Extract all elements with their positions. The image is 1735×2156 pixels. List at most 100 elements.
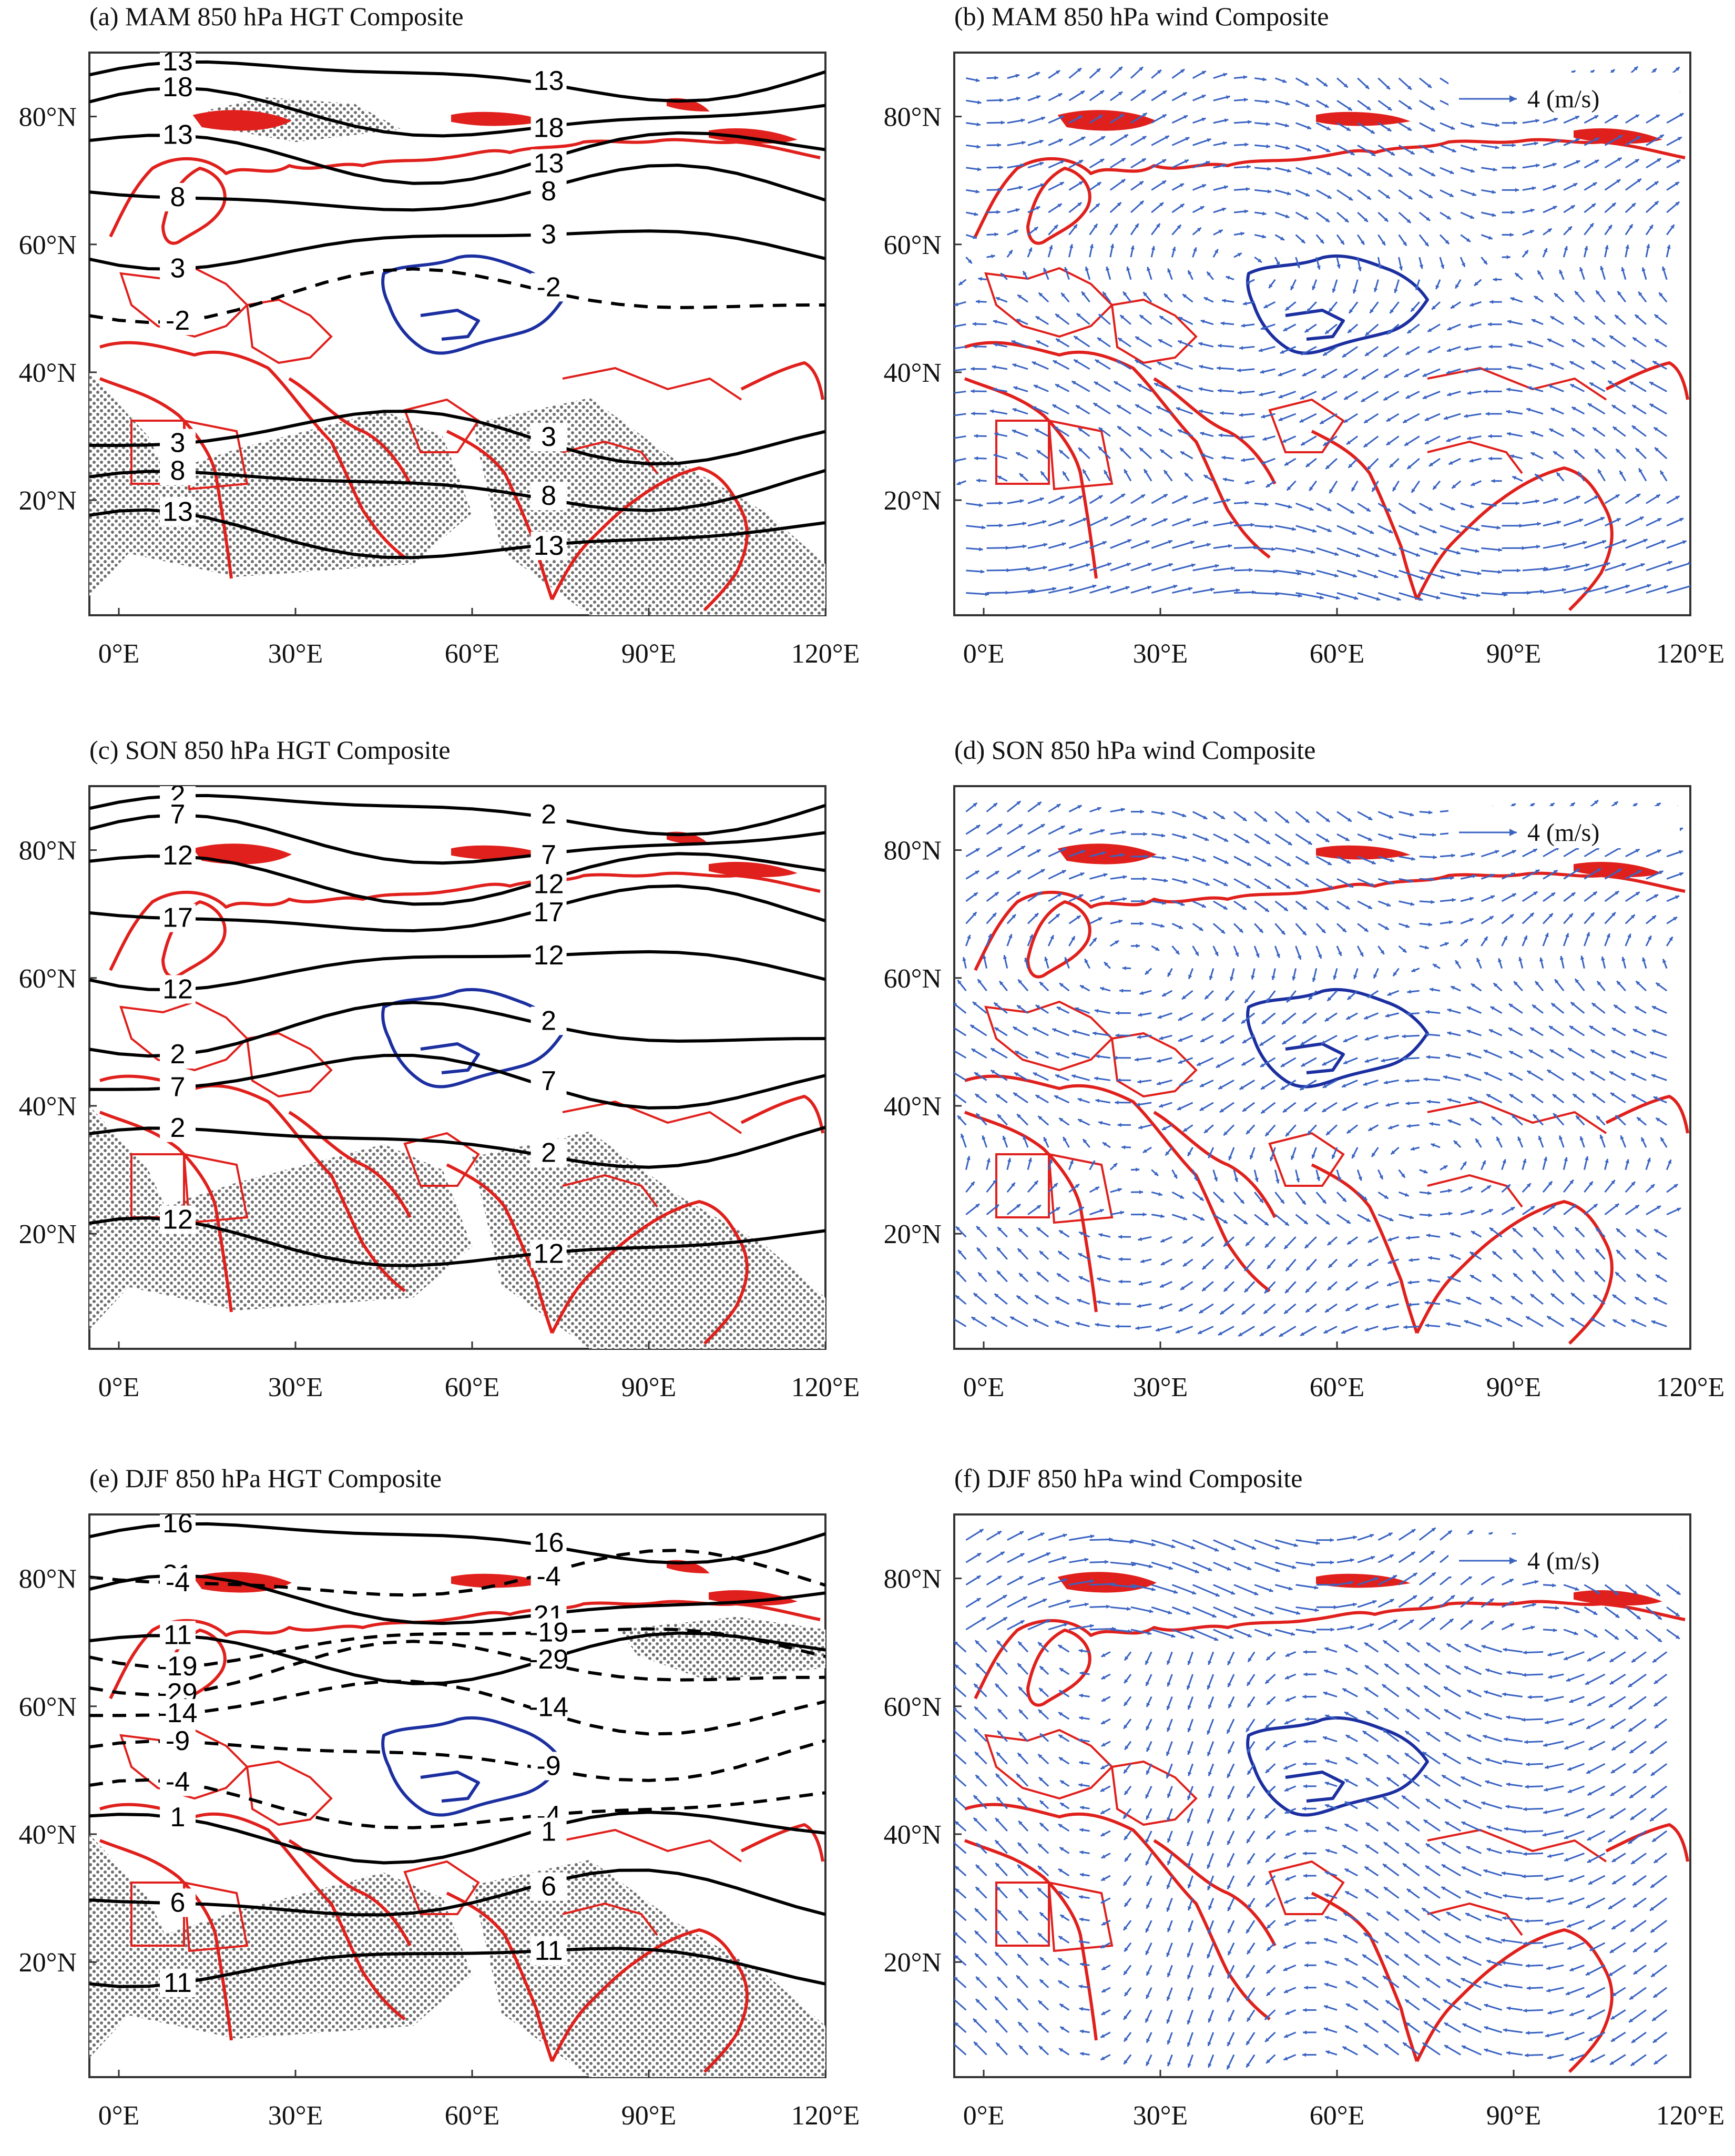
wind-arrow <box>1226 1718 1235 1734</box>
wind-arrow <box>1167 1853 1173 1866</box>
wind-arrow <box>1508 1003 1523 1014</box>
contour-line <box>89 813 825 865</box>
wind-arrow <box>1559 269 1565 280</box>
wind-arrow <box>1548 1673 1564 1679</box>
wind-arrow <box>1098 426 1111 437</box>
wind-arrow <box>1466 1030 1482 1036</box>
contour-line <box>89 1680 825 1736</box>
wind-arrow <box>1300 1326 1317 1337</box>
wind-arrow <box>955 1226 967 1238</box>
wind-arrow <box>1233 1584 1259 1596</box>
wind-arrow <box>1222 477 1234 482</box>
wind-arrow <box>1077 1253 1090 1260</box>
wind-arrow <box>1345 1303 1358 1312</box>
wind-arrow <box>1443 1075 1461 1081</box>
wind-arrow <box>975 1998 987 2011</box>
wind-arrow <box>1357 569 1379 578</box>
wind-arrow <box>1187 1786 1194 1801</box>
wind-arrow <box>1068 805 1083 812</box>
wind-arrow <box>1398 502 1416 514</box>
wind-arrow <box>1324 1916 1338 1921</box>
wind-arrow <box>1364 1799 1379 1809</box>
wind-arrow <box>1304 1829 1316 1833</box>
wind-arrow <box>1251 968 1256 980</box>
wind-arrow <box>1502 849 1517 858</box>
wind-arrow <box>1130 66 1144 79</box>
wind-arrow <box>1501 893 1517 902</box>
wind-arrow <box>1584 181 1597 191</box>
wind-arrow <box>954 1821 967 1832</box>
wind-arrow <box>1058 449 1070 460</box>
wind-arrow <box>1175 1326 1193 1334</box>
wind-arrow <box>1443 1686 1461 1697</box>
wind-arrow <box>1462 1956 1482 1966</box>
wind-arrow <box>1569 1964 1585 1972</box>
wind-arrow <box>1584 891 1598 902</box>
wind-arrow <box>1233 252 1242 258</box>
wind-arrow <box>1646 494 1661 504</box>
wind-arrow <box>1012 429 1028 437</box>
lon-tick-label: 120°E <box>1656 2101 1725 2131</box>
wind-arrow <box>1207 1808 1214 1824</box>
contour-label: 18 <box>534 113 564 143</box>
wind-arrow <box>1587 1651 1606 1662</box>
wind-arrow <box>1018 1888 1029 1899</box>
wind-arrow <box>1564 1830 1585 1839</box>
wind-arrow <box>1259 1326 1276 1337</box>
wind-arrow <box>1260 368 1275 374</box>
wind-arrow <box>1371 480 1379 492</box>
wind-arrow <box>1283 1853 1297 1859</box>
wind-arrow <box>1213 73 1228 79</box>
wind-arrow <box>1017 1248 1029 1260</box>
panel-title: (d) SON 850 hPa wind Composite <box>954 735 1316 765</box>
wind-arrow <box>1423 1685 1441 1697</box>
wind-arrow <box>1398 1572 1418 1586</box>
wind-arrow <box>1254 1629 1272 1637</box>
wind-arrow <box>1059 1667 1070 1675</box>
wind-arrow <box>1242 1034 1255 1044</box>
wind-arrow <box>1227 1674 1235 1687</box>
contour-label: 13 <box>162 120 193 150</box>
wind-arrow <box>1007 96 1020 101</box>
wind-arrow <box>1260 1080 1276 1090</box>
wind-arrow <box>1282 1034 1297 1045</box>
wind-arrow <box>1016 1975 1029 1988</box>
wind-arrow <box>1627 1673 1647 1688</box>
wind-arrow <box>1208 2054 1214 2068</box>
wind-arrow <box>1254 1606 1274 1615</box>
wind-arrow <box>1666 181 1680 191</box>
wind-arrow <box>1089 516 1109 527</box>
wind-arrow <box>1398 211 1412 224</box>
wind-arrow <box>1227 1808 1235 1822</box>
wind-arrow <box>1569 1696 1585 1703</box>
wind-arrow <box>1171 1606 1191 1615</box>
wind-arrow <box>1069 1624 1094 1631</box>
wind-arrow <box>1632 1897 1647 1908</box>
wind-arrow <box>1336 592 1359 600</box>
wind-arrow <box>1158 1102 1172 1108</box>
wind-arrow <box>1322 1079 1338 1089</box>
lat-tick-label: 80°N <box>884 103 942 133</box>
wind-arrow <box>1192 184 1207 191</box>
wind-arrow <box>1501 872 1515 880</box>
wind-arrow <box>1074 1007 1090 1014</box>
wind-arrow <box>1259 1034 1276 1046</box>
lat-tick-label: 20°N <box>19 1948 77 1978</box>
wind-arrow <box>1048 825 1065 835</box>
wind-arrow <box>1151 493 1168 504</box>
wind-arrow <box>986 1594 1007 1608</box>
wind-arrow <box>1610 1718 1626 1730</box>
wind-arrow <box>1037 1708 1049 1720</box>
wind-arrow <box>994 432 1008 438</box>
wind-arrow <box>1059 1914 1070 1921</box>
wind-arrow <box>986 891 999 902</box>
wind-arrow <box>1653 1853 1668 1864</box>
wind-arrow <box>1048 495 1065 504</box>
wind-arrow <box>1469 301 1482 307</box>
wind-arrow <box>995 1817 1008 1832</box>
wind-arrow <box>1187 1147 1193 1157</box>
wind-arrow <box>1224 990 1235 1001</box>
wind-arrow <box>1058 1229 1070 1238</box>
wind-arrow <box>1336 144 1355 156</box>
contour-label: 3 <box>541 422 556 452</box>
